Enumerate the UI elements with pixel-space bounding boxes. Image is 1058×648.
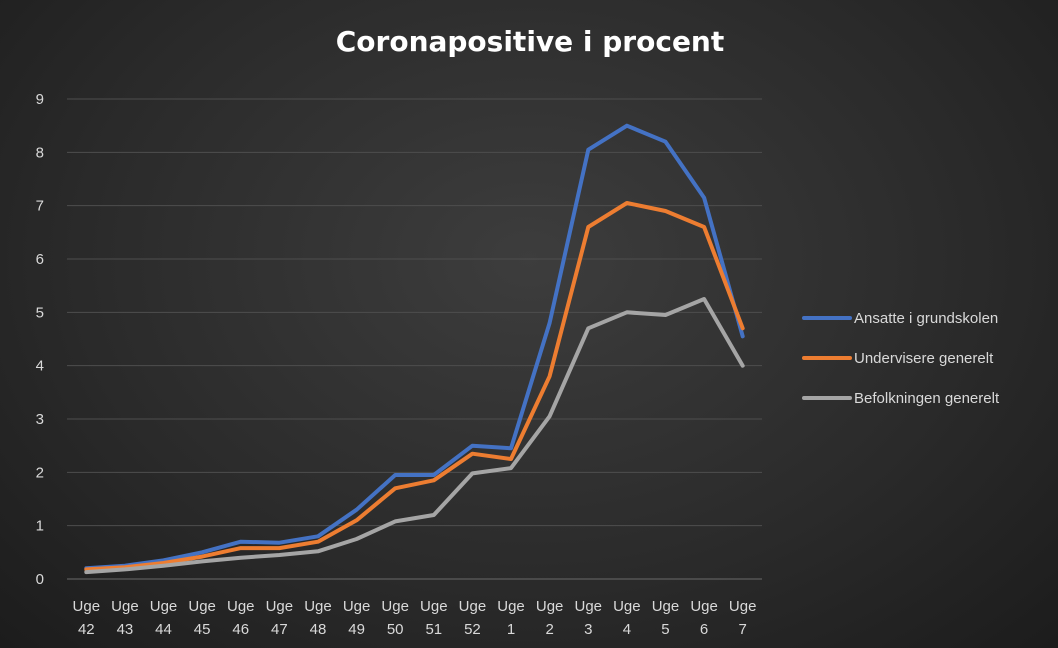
y-tick-label: 2	[36, 464, 44, 481]
x-tick-label: Uge 4	[613, 598, 641, 638]
legend-label: Befolkningen generelt	[854, 390, 1000, 407]
x-tick-label: Uge 48	[304, 598, 332, 638]
x-tick-label: Uge 43	[111, 598, 139, 638]
x-tick-label: Uge 1	[497, 598, 525, 638]
x-tick-label: Uge 52	[459, 598, 487, 638]
x-tick-label: Uge 6	[690, 598, 718, 638]
x-tick-label: Uge 46	[227, 598, 255, 638]
x-tick-label: Uge 45	[188, 598, 216, 638]
y-tick-label: 3	[36, 411, 44, 428]
legend: Ansatte i grundskolen Undervisere generel…	[802, 310, 1000, 407]
x-tick-label: Uge 7	[729, 598, 757, 638]
x-tick-label: Uge 49	[343, 598, 371, 638]
y-tick-label: 7	[36, 198, 44, 215]
x-tick-label: Uge 2	[536, 598, 564, 638]
gridlines	[67, 98, 762, 580]
x-tick-label: Uge 47	[266, 598, 294, 638]
y-tick-label: 4	[36, 358, 44, 375]
legend-label: Ansatte i grundskolen	[854, 310, 998, 327]
y-tick-label: 9	[36, 91, 44, 108]
y-tick-label: 8	[36, 144, 44, 161]
x-tick-label: Uge 51	[420, 598, 448, 638]
x-tick-label: Uge 50	[381, 598, 409, 638]
x-tick-label: Uge 44	[150, 598, 178, 638]
legend-label: Undervisere generelt	[854, 350, 994, 367]
series-lines	[84, 123, 745, 575]
y-axis-tick-labels: 0 1 2 3 4 5 6 7 8 9	[36, 91, 44, 588]
y-tick-label: 5	[36, 304, 44, 321]
series-line-2	[84, 201, 745, 572]
x-tick-label: Uge 3	[574, 598, 602, 638]
y-tick-label: 6	[36, 251, 44, 268]
series-line-3	[84, 297, 745, 575]
x-axis-tick-labels: Uge 42 Uge 43 Uge 44 Uge 45 Uge 46 Uge 47 Uge 48 Uge 49…	[73, 598, 757, 638]
chart-title: Coronapositive i procent	[336, 25, 725, 58]
y-tick-label: 1	[36, 518, 44, 535]
series-line-1	[84, 123, 745, 571]
x-tick-label: Uge 5	[652, 598, 680, 638]
x-tick-label: Uge 42	[73, 598, 101, 638]
y-tick-label: 0	[36, 571, 44, 588]
